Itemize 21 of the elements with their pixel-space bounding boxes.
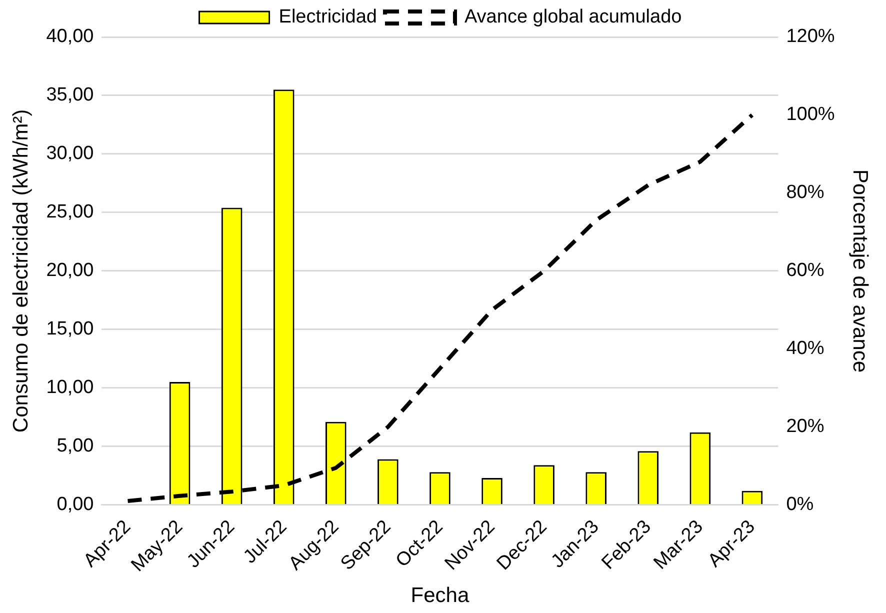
x-axis-title: Fecha xyxy=(410,584,470,608)
y-tick-label: 5,00 xyxy=(56,436,94,457)
y2-tick-label: 120% xyxy=(786,26,835,48)
y2-tick-label: 40% xyxy=(786,338,824,360)
y2-tick-label: 60% xyxy=(786,260,824,282)
y2-axis-title: Porcentaje de avance xyxy=(848,169,872,373)
y-tick-label: 25,00 xyxy=(46,202,94,223)
y-tick-label: 30,00 xyxy=(46,143,94,164)
y-tick-label: 0,00 xyxy=(56,494,94,516)
legend-label: Electricidad xyxy=(278,6,377,28)
y2-tick-label: 100% xyxy=(786,104,835,126)
y-tick-label: 20,00 xyxy=(46,260,94,282)
y-tick-label: 35,00 xyxy=(46,84,94,106)
y2-tick-label: 0% xyxy=(786,494,814,516)
y-tick-label: 10,00 xyxy=(46,377,94,398)
legend-label: Avance global acumulado xyxy=(464,6,682,28)
y-tick-label: 40,00 xyxy=(46,26,94,48)
y2-tick-label: 20% xyxy=(786,416,824,438)
y2-tick-label: 80% xyxy=(786,182,824,204)
y-axis-title: Consumo de electricidad (kWh/m²) xyxy=(9,109,32,433)
y-tick-label: 15,00 xyxy=(46,318,94,340)
